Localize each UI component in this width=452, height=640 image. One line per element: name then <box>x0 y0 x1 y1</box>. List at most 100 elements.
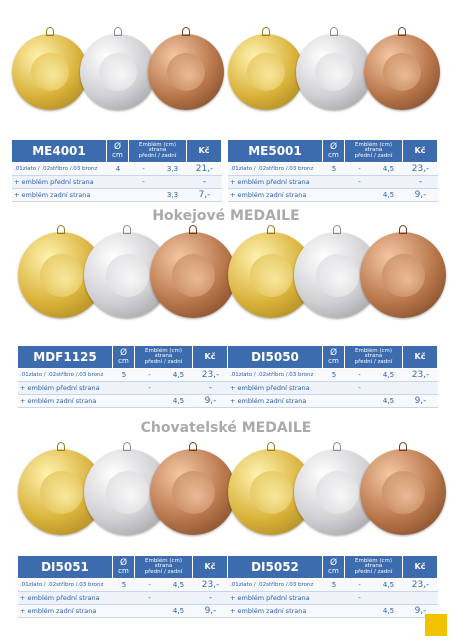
diameter-unit: cm <box>112 151 123 159</box>
value: 5 <box>121 581 127 589</box>
medal-ring <box>123 225 131 234</box>
diameter-symbol: Ø <box>119 558 128 568</box>
medal-center <box>249 470 293 514</box>
emblem-side: strana <box>148 147 167 154</box>
emblem-header: Emblém (cm) strana přední / zadní <box>135 556 193 578</box>
emblem-sides: přední / zadní <box>354 152 393 159</box>
price: 7,- <box>198 190 211 200</box>
price-header: Kč <box>403 140 438 162</box>
medal-center <box>381 470 425 514</box>
emblem-side: strana <box>364 353 383 360</box>
row-label: + emblém zadní strana <box>230 191 307 199</box>
price: 9,- <box>204 396 217 406</box>
price: - <box>202 177 207 187</box>
medal-center <box>39 470 83 514</box>
value: 4,5 <box>172 397 185 405</box>
emblem-header: Emblém (cm) strana přední / zadní <box>345 140 403 162</box>
medal-center <box>249 253 293 297</box>
price: - <box>208 593 213 603</box>
medal-center <box>167 53 205 91</box>
medal-center <box>315 470 359 514</box>
row-label: + emblém zadní strana <box>20 607 97 615</box>
row-label: .01zlato / .02stříbro /.03 bronz <box>230 166 314 172</box>
row-bg <box>228 605 438 618</box>
row-label: + emblém přední strana <box>230 384 310 392</box>
value: 4,5 <box>172 581 185 589</box>
emblem-side: strana <box>154 563 173 570</box>
row-bg <box>228 163 438 176</box>
medal-ring <box>182 27 190 36</box>
medal-ring <box>57 442 65 451</box>
diameter-symbol: Ø <box>329 348 338 358</box>
emblem-title: Emblém (cm) <box>354 347 392 354</box>
medal-ring <box>333 225 341 234</box>
price: 9,- <box>414 396 427 406</box>
row-label: .01zlato / .02stříbro /.03 bronz <box>230 372 314 378</box>
diameter-unit: cm <box>328 151 339 159</box>
value: 4,5 <box>172 607 185 615</box>
emblem-sides: přední / zadní <box>354 568 393 575</box>
product-code: MDF1125 <box>18 346 113 368</box>
row-bg <box>228 382 438 395</box>
value: - <box>358 371 361 379</box>
row-label: + emblém zadní strana <box>230 397 307 405</box>
value: 5 <box>331 581 337 589</box>
value: 4,5 <box>382 191 395 199</box>
row-label: .01zlato / .02stříbro /.03 bronz <box>20 372 104 378</box>
price: 23,- <box>201 580 220 590</box>
value: 4,5 <box>382 607 395 615</box>
row-label: + emblém přední strana <box>20 594 100 602</box>
value: 3,3 <box>166 165 179 173</box>
medal-center <box>315 253 359 297</box>
diameter-symbol: Ø <box>329 558 338 568</box>
emblem-title: Emblém (cm) <box>144 347 182 354</box>
value: 4,5 <box>172 371 185 379</box>
value: 3,3 <box>166 191 179 199</box>
row-label: + emblém přední strana <box>230 594 310 602</box>
row-bg <box>18 369 228 382</box>
row-label: + emblém zadní strana <box>20 397 97 405</box>
row-bg <box>228 592 438 605</box>
price: 9,- <box>414 606 427 616</box>
medal-ring <box>46 27 54 36</box>
price: - <box>418 177 423 187</box>
value: - <box>148 581 151 589</box>
medal-center <box>171 253 215 297</box>
emblem-header: Emblém (cm) strana přední / zadní <box>345 346 403 368</box>
emblem-header: Emblém (cm) strana přední / zadní <box>129 140 187 162</box>
value: - <box>148 594 151 602</box>
row-label: + emblém zadní strana <box>14 191 91 199</box>
value: - <box>358 178 361 186</box>
diameter-unit: cm <box>328 567 339 575</box>
emblem-header: Emblém (cm) strana přední / zadní <box>135 346 193 368</box>
row-bg <box>18 382 228 395</box>
value: 4,5 <box>382 581 395 589</box>
value: - <box>358 384 361 392</box>
row-label: + emblém přední strana <box>20 384 100 392</box>
row-bg <box>228 189 438 202</box>
medal-ring <box>330 27 338 36</box>
value: - <box>358 594 361 602</box>
product-code: DI5052 <box>228 556 323 578</box>
price-header: Kč <box>403 556 438 578</box>
diameter-symbol: Ø <box>113 142 122 152</box>
price-header: Kč <box>187 140 222 162</box>
medal-ring <box>189 225 197 234</box>
emblem-title: Emblém (cm) <box>144 557 182 564</box>
row-bg <box>228 395 438 408</box>
row-bg <box>18 605 228 618</box>
emblem-side: strana <box>364 563 383 570</box>
price-header: Kč <box>193 346 228 368</box>
row-label: + emblém zadní strana <box>230 607 307 615</box>
emblem-sides: přední / zadní <box>354 358 393 365</box>
price-header: Kč <box>403 346 438 368</box>
value: 5 <box>331 371 337 379</box>
medal-ring <box>189 442 197 451</box>
value: 4 <box>115 165 121 173</box>
emblem-title: Emblém (cm) <box>354 557 392 564</box>
